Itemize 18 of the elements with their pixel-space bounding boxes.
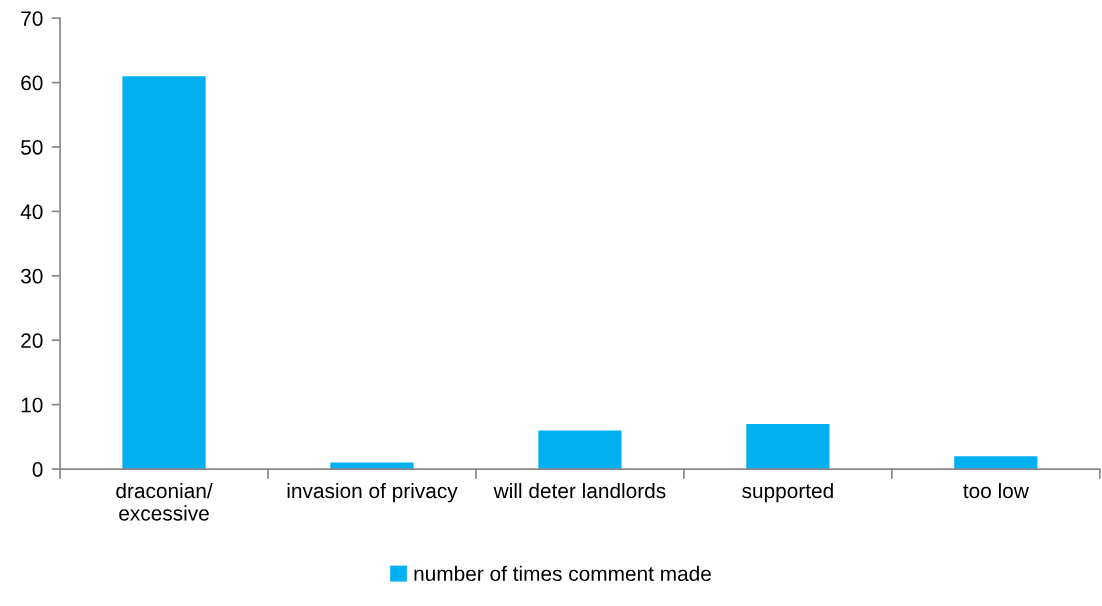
x-tick-label: too low [963,482,1029,499]
bar [122,76,206,470]
y-tick-label: 10 [21,397,43,413]
y-tick-label: 30 [21,268,43,284]
x-tick-label: invasion of privacy [287,482,458,503]
x-tick-label: supported [742,482,833,503]
x-tick-label: will deter landlords [493,482,666,499]
x-tick-label: draconian/ excessive [116,482,213,521]
y-tick-label: 60 [21,75,43,91]
bar [954,456,1038,470]
y-tick-label: 50 [21,140,43,155]
y-tick-label: 20 [21,333,43,348]
y-tick-label: 70 [21,11,43,26]
y-tick-label: 40 [20,204,43,220]
legend-label: number of times comment made [414,565,711,582]
bar [538,430,622,470]
bar [746,423,830,470]
y-tick-label: 0 [32,462,43,477]
